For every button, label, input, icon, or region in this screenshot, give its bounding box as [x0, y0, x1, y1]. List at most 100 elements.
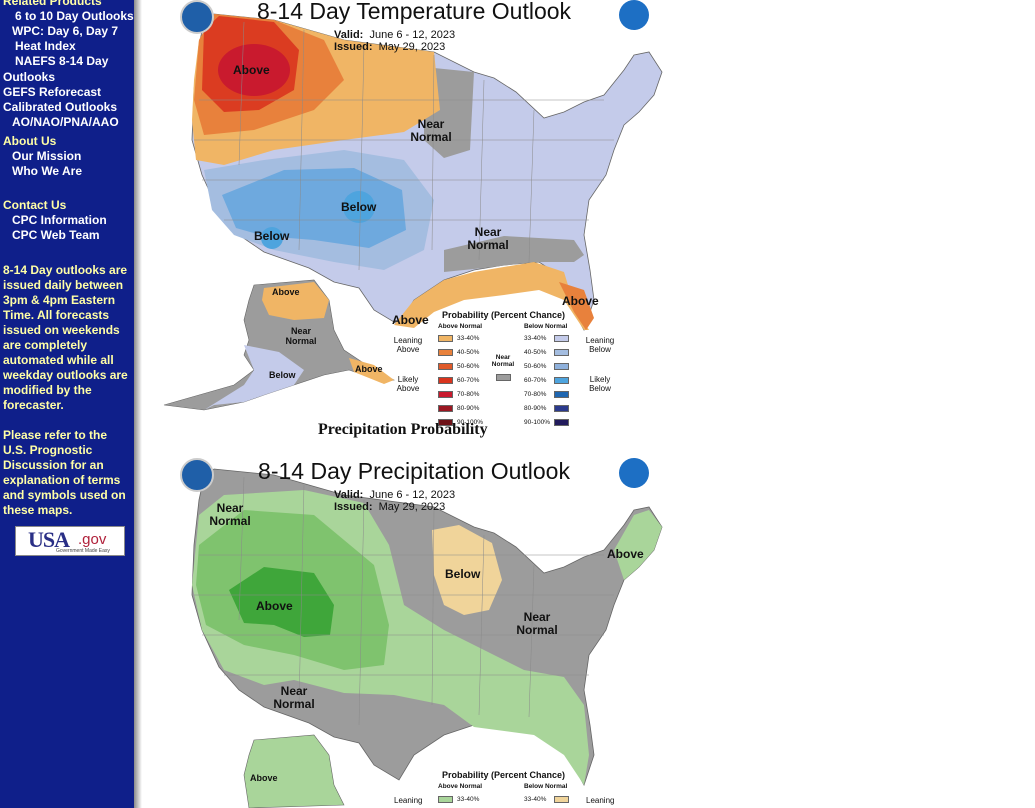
legend-above-swatch [438, 419, 453, 426]
alaska-southeast-above [349, 358, 394, 384]
precipitation-valid: Valid: June 6 - 12, 2023 [334, 489, 456, 501]
usa-gov-tagline: Government Made Easy [56, 548, 110, 554]
state-lines [194, 21, 614, 271]
link-our-mission[interactable]: Our Mission [12, 149, 82, 163]
link-calibrated-outlooks[interactable]: Calibrated Outlooks [3, 100, 118, 114]
legend-below-range: 50-60% [524, 363, 547, 370]
precip-label-above-west: Above [256, 599, 293, 613]
link-naefs-8-14-day[interactable]: NAEFS 8-14 Day [15, 54, 109, 68]
precip-label-above-alaska: Above [250, 773, 278, 783]
precipitation-outlook-map[interactable]: 8-14 Day Precipitation Outlook Valid: Ju… [144, 455, 669, 808]
precip-legend-above-swatch [438, 796, 453, 803]
precip-label-below-midwest: Below [445, 567, 481, 581]
legend-near-swatch [496, 374, 511, 381]
precip-legend-leaning-below: Leaning [586, 796, 615, 805]
precip-legend-leaning-above: Leaning [394, 796, 423, 805]
temp-label-above-florida: Above [562, 294, 599, 308]
temperature-map-graphic [163, 13, 663, 411]
legend-below-swatch [554, 391, 569, 398]
temperature-outlook-map[interactable]: 8-14 Day Temperature Outlook Valid: June… [144, 0, 669, 426]
legend-below-swatch [554, 349, 569, 356]
precip-above-new-england [614, 510, 662, 580]
link-cpc-web-team[interactable]: CPC Web Team [12, 228, 100, 242]
legend-below-range: 33-40% [524, 335, 547, 342]
temp-label-near-normal-alaska: Near Normal [285, 326, 317, 346]
related-products-heading: Related Products [3, 0, 102, 8]
precip-legend-above-range: 33-40% [457, 796, 480, 803]
precip-above-west-50-60 [229, 567, 334, 637]
precip-legend-above-header: Above Normal [438, 783, 483, 790]
doc-seal-icon [180, 0, 214, 34]
link-naefs-outlooks[interactable]: Outlooks [3, 70, 56, 84]
temp-label-near-normal-plains: Near Normal [410, 117, 452, 144]
legend-above-range: 40-50% [457, 349, 480, 356]
precip-doc-seal-icon [180, 458, 214, 492]
precip-state-lines [194, 476, 614, 726]
precip-label-near-normal-east: Near Normal [516, 610, 558, 637]
sidebar: Related Products 6 to 10 Day Outlooks WP… [0, 0, 134, 808]
legend-above-swatch [438, 391, 453, 398]
temp-label-above-alaska: Above [272, 287, 300, 297]
link-ao-nao-pna-aao[interactable]: AO/NAO/PNA/AAO [12, 115, 119, 129]
legend-leaning-above: Leaning Above [393, 336, 423, 354]
link-gefs-reforecast[interactable]: GEFS Reforecast [3, 85, 102, 99]
precipitation-issued: Issued: May 29, 2023 [334, 501, 446, 513]
legend-above-range: 90-100% [457, 419, 484, 426]
above-south-coast [394, 262, 589, 330]
link-cpc-information[interactable]: CPC Information [12, 213, 107, 227]
temp-label-below-colorado: Below [341, 200, 377, 214]
legend-below-range: 60-70% [524, 377, 547, 384]
usa-gov-badge[interactable]: USA .gov Government Made Easy [15, 526, 125, 556]
legend-title: Probability (Percent Chance) [442, 310, 566, 320]
legend-above-swatch [438, 335, 453, 342]
link-who-we-are[interactable]: Who We Are [12, 164, 83, 178]
precip-label-above-new-england: Above [607, 547, 644, 561]
legend-likely-below: Likely Below [589, 375, 611, 393]
legend-below-swatch [554, 363, 569, 370]
legend-above-swatch [438, 363, 453, 370]
precip-label-near-normal-southwest: Near Normal [273, 684, 315, 711]
alaska-below [204, 345, 304, 410]
precipitation-heading: Precipitation Probability [318, 421, 488, 438]
contact-us-heading[interactable]: Contact Us [3, 198, 67, 212]
legend-leaning-below: Leaning Below [585, 336, 615, 354]
temp-label-above-alaska-southeast: Above [355, 364, 383, 374]
legend-below-range: 40-50% [524, 349, 547, 356]
precip-below-midwest [432, 525, 502, 615]
precipitation-map-graphic [191, 468, 663, 808]
legend-above-range: 60-70% [457, 377, 480, 384]
temp-label-below-alaska: Below [269, 370, 296, 380]
precip-legend-below-range: 33-40% [524, 796, 547, 803]
legend-below-range: 70-80% [524, 391, 547, 398]
legend-above-header: Above Normal [438, 323, 483, 330]
usa-gov-gov: .gov [78, 531, 107, 548]
legend-above-swatch [438, 377, 453, 384]
alaska-above [262, 282, 329, 320]
legend-above-range: 70-80% [457, 391, 480, 398]
legend-near-header: Near Normal [491, 354, 515, 368]
legend-below-header: Below Normal [524, 323, 568, 330]
link-6-10-day-outlooks[interactable]: 6 to 10 Day Outlooks [15, 9, 134, 23]
legend-above-swatch [438, 405, 453, 412]
precip-legend-title: Probability (Percent Chance) [442, 770, 566, 780]
precipitation-legend: Probability (Percent Chance) Above Norma… [390, 768, 620, 808]
legend-likely-above: Likely Above [396, 375, 420, 393]
legend-below-range: 90-100% [524, 419, 551, 426]
precip-legend-below-swatch [554, 796, 569, 803]
precip-label-near-normal-northwest: Near Normal [209, 501, 251, 528]
link-wpc-day6-day7[interactable]: WPC: Day 6, Day 7 [12, 24, 119, 38]
temp-label-near-normal-southeast: Near Normal [467, 225, 509, 252]
about-us-heading[interactable]: About Us [3, 134, 57, 148]
below-southwest-60-70-a [343, 191, 375, 223]
legend-below-swatch [554, 419, 569, 426]
temperature-valid: Valid: June 6 - 12, 2023 [334, 29, 456, 41]
link-heat-index[interactable]: Heat Index [15, 39, 76, 53]
above-florida-40-50 [559, 282, 594, 330]
noaa-logo-icon [619, 0, 649, 30]
legend-above-range: 80-90% [457, 405, 480, 412]
temp-label-above-texas: Above [392, 313, 429, 327]
temp-label-above-northwest: Above [233, 63, 270, 77]
temperature-legend: Probability (Percent Chance) Above Norma… [390, 308, 620, 426]
precip-alaska-outline [243, 734, 345, 808]
temp-label-below-california: Below [254, 229, 290, 243]
